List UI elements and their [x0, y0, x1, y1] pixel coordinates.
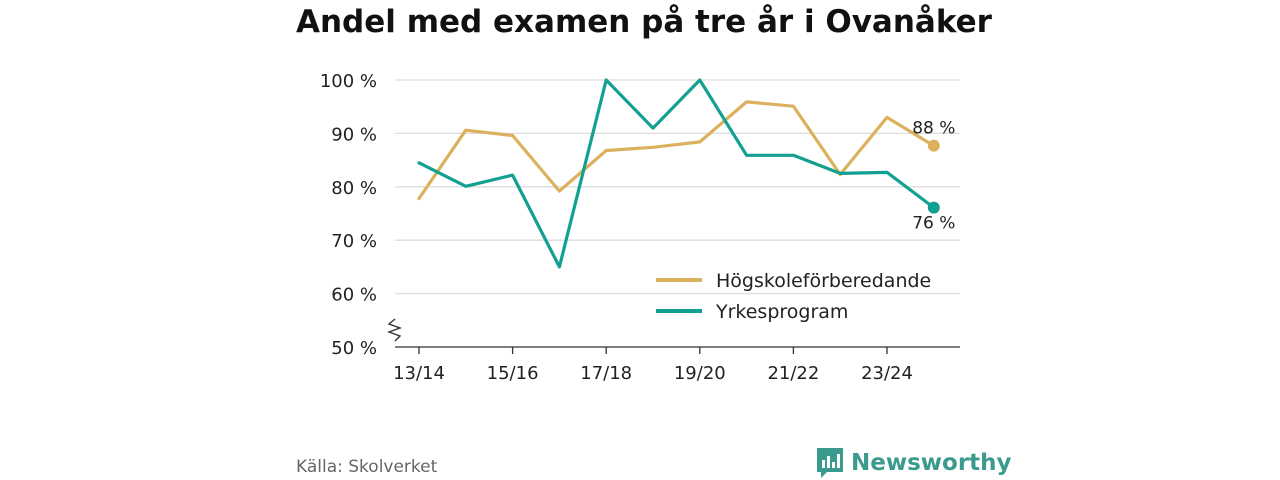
x-tick-label: 23/24	[861, 363, 913, 384]
y-tick-label: 80 %	[331, 178, 377, 199]
x-tick-label: 19/20	[674, 363, 726, 384]
brand-name: Newsworthy	[851, 450, 1012, 476]
x-tick-label: 21/22	[767, 363, 819, 384]
y-tick-label: 50 %	[331, 338, 377, 359]
series-line-hogskole	[417, 100, 936, 201]
legend-label: Högskoleförberedande	[716, 270, 931, 292]
series-line-yrkes	[417, 78, 936, 269]
chart-title: Andel med examen på tre år i Ovanåker	[296, 4, 992, 40]
y-tick-label: 60 %	[331, 285, 377, 306]
y-tick-label: 90 %	[331, 124, 377, 145]
y-tick-label: 100 %	[320, 71, 377, 92]
x-tick-label: 15/16	[487, 363, 539, 384]
y-tick-label: 70 %	[331, 231, 377, 252]
axis-break-marker	[386, 318, 403, 342]
x-tick-label: 17/18	[580, 363, 632, 384]
brand-logo: Newsworthy	[815, 446, 1012, 480]
end-value-label: 88 %	[912, 119, 955, 139]
end-point	[927, 201, 940, 214]
legend-label: Yrkesprogram	[715, 301, 848, 323]
source-note: Källa: Skolverket	[296, 457, 438, 477]
end-point	[927, 139, 940, 152]
line-chart: 50 % 60 % 70 % 80 % 90 % 100 % 13/14 15/16 17/18…	[320, 71, 960, 384]
end-value-label: 76 %	[912, 214, 955, 234]
newsworthy-logo-icon	[817, 448, 843, 478]
x-tick-label: 13/14	[393, 363, 445, 384]
